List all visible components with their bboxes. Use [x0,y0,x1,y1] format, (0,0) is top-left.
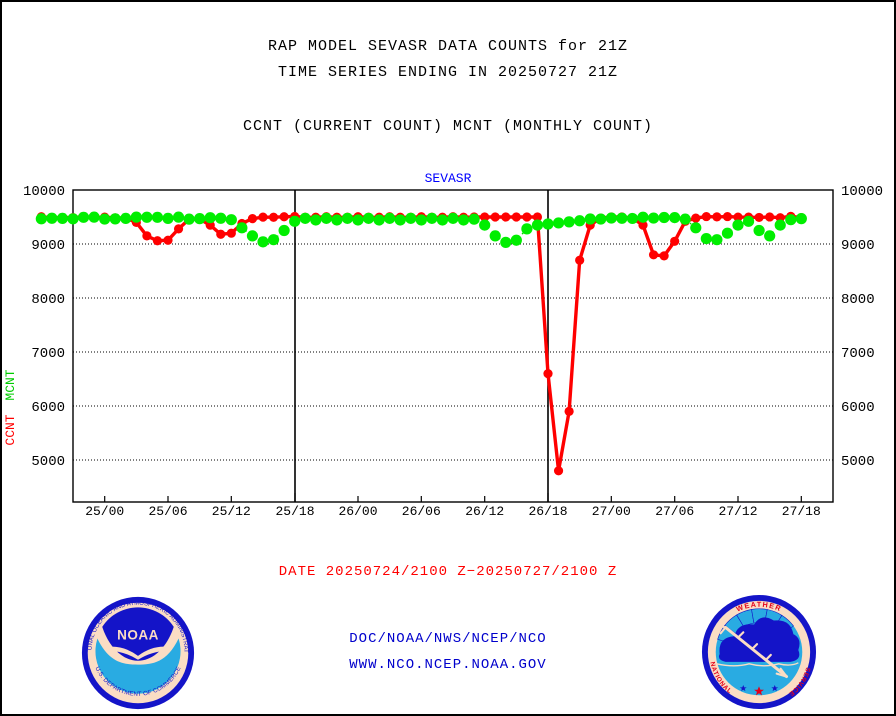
svg-text:27/06: 27/06 [655,504,694,519]
svg-text:MCNT: MCNT [3,369,18,400]
svg-text:6000: 6000 [841,400,875,416]
svg-text:6000: 6000 [31,400,65,416]
svg-text:25/00: 25/00 [85,504,124,519]
svg-text:7000: 7000 [31,346,65,362]
svg-text:7000: 7000 [841,346,875,362]
svg-text:5000: 5000 [31,454,65,470]
svg-text:9000: 9000 [841,238,875,254]
svg-text:10000: 10000 [841,184,883,200]
svg-text:26/06: 26/06 [402,504,441,519]
svg-text:26/18: 26/18 [528,504,567,519]
svg-text:8000: 8000 [841,292,875,308]
svg-text:SEVASR: SEVASR [425,171,472,186]
svg-text:9000: 9000 [31,238,65,254]
svg-text:27/18: 27/18 [782,504,821,519]
svg-text:25/12: 25/12 [212,504,251,519]
svg-text:25/18: 25/18 [275,504,314,519]
svg-text:8000: 8000 [31,292,65,308]
svg-text:10000: 10000 [23,184,65,200]
svg-text:5000: 5000 [841,454,875,470]
svg-text:27/12: 27/12 [718,504,757,519]
svg-text:26/00: 26/00 [338,504,377,519]
svg-text:25/06: 25/06 [148,504,187,519]
svg-text:26/12: 26/12 [465,504,504,519]
svg-text:CCNT: CCNT [3,414,18,445]
svg-text:27/00: 27/00 [592,504,631,519]
